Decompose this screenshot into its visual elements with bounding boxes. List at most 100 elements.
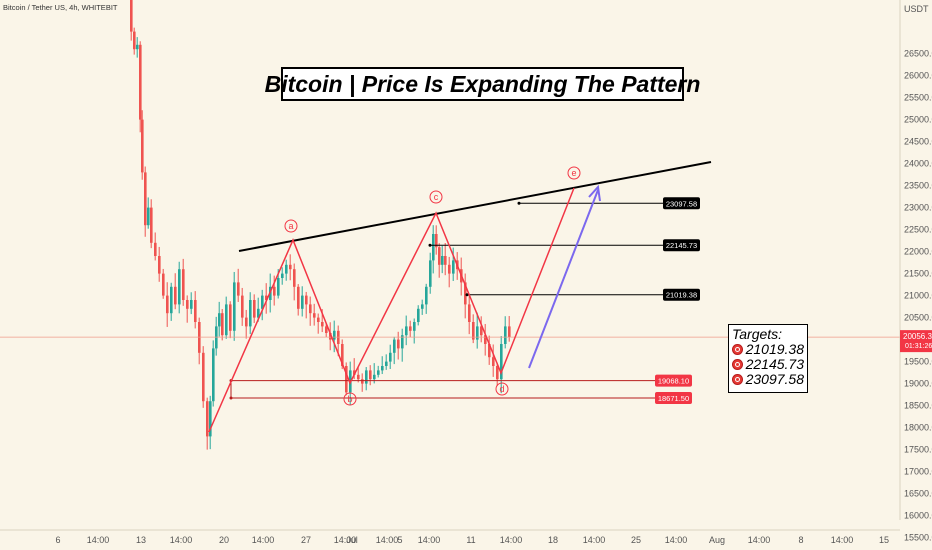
price-tick-label: 16500.00 xyxy=(904,489,932,499)
candle-body xyxy=(265,295,268,300)
candle-body xyxy=(508,326,511,338)
candle-body xyxy=(438,247,441,265)
price-level-badge xyxy=(663,239,700,252)
target-item: 22145.73 xyxy=(732,357,804,372)
wave-label: a xyxy=(288,221,293,231)
symbol-header: Bitcoin / Tether US, 4h, WHITEBIT xyxy=(3,3,118,12)
candle-body xyxy=(273,286,276,296)
time-tick-label: 15 xyxy=(879,535,889,545)
price-level-badge xyxy=(663,288,700,301)
price-tick-label: 26000.00 xyxy=(904,71,932,81)
candle-body xyxy=(476,326,479,340)
time-tick-label: 14:00 xyxy=(748,535,771,545)
time-tick-label: 14:00 xyxy=(170,535,193,545)
candle-body xyxy=(245,317,248,327)
candle-body xyxy=(500,344,503,380)
candle-body xyxy=(504,326,507,344)
time-tick-label: 18 xyxy=(548,535,558,545)
time-tick-label: 20 xyxy=(219,535,229,545)
time-tick-label: 14:00 xyxy=(500,535,523,545)
candle-body xyxy=(241,295,244,318)
candle-body xyxy=(472,322,475,340)
candle-body xyxy=(452,260,455,274)
price-tick-label: 25500.00 xyxy=(904,93,932,103)
target-item: 21019.38 xyxy=(732,342,804,357)
time-tick-label: 14:00 xyxy=(831,535,854,545)
price-level-label: 19068.10 xyxy=(658,377,689,386)
candle-body xyxy=(435,234,438,248)
candle-body xyxy=(409,326,412,331)
time-tick-label: 25 xyxy=(631,535,641,545)
candle-body xyxy=(421,304,424,309)
candle-body xyxy=(369,370,372,380)
price-level-label: 22145.73 xyxy=(666,241,697,250)
projection-arrow-head xyxy=(588,184,601,202)
candle-body xyxy=(389,352,392,362)
price-tick-label: 22500.00 xyxy=(904,225,932,235)
price-tick-label: 21500.00 xyxy=(904,269,932,279)
targets-title: Targets: xyxy=(732,326,783,342)
price-tick-label: 18000.00 xyxy=(904,423,932,433)
time-tick-label: 14:00 xyxy=(334,535,357,545)
candle-body xyxy=(317,317,320,322)
target-icon xyxy=(732,374,743,385)
targets-box: Targets: 21019.38 22145.73 23097.58 xyxy=(728,324,808,393)
price-tick-label: 19500.00 xyxy=(904,357,932,367)
candle-body xyxy=(432,234,435,261)
candle-body xyxy=(277,278,280,296)
candle-body xyxy=(218,313,221,327)
price-level-badge xyxy=(663,197,700,210)
candle-body xyxy=(194,300,197,322)
price-tick-label: 19000.00 xyxy=(904,379,932,389)
candle-body xyxy=(166,295,169,314)
time-tick-label: 13 xyxy=(136,535,146,545)
time-tick-label: 5 xyxy=(397,535,402,545)
candle-body xyxy=(385,361,388,366)
candle-body xyxy=(417,308,420,322)
time-tick-label: 14:00 xyxy=(252,535,275,545)
target-value: 21019.38 xyxy=(745,341,804,357)
price-level-label: 21019.38 xyxy=(666,291,697,300)
time-tick-label: 14:00 xyxy=(665,535,688,545)
price-tick-label: 20500.00 xyxy=(904,313,932,323)
upper-trendline xyxy=(238,161,712,252)
pattern-lines: a b c d e xyxy=(208,161,712,433)
candle-body xyxy=(154,242,157,256)
candle-body xyxy=(150,207,153,243)
price-level-badge xyxy=(655,374,692,387)
candle-body xyxy=(397,339,400,349)
candle-body xyxy=(468,304,471,322)
candle-body xyxy=(212,348,215,402)
wave-label: d xyxy=(499,384,504,394)
candle-body xyxy=(345,366,348,393)
target-item: 23097.58 xyxy=(732,372,804,387)
wave-label: b xyxy=(347,394,352,404)
time-tick-label: 14:00 xyxy=(376,535,399,545)
countdown-label: 01:31:26 xyxy=(905,343,932,350)
wave-label-circle xyxy=(567,166,581,180)
candle-body xyxy=(377,370,380,375)
price-axis: USDT 26500.00 26000.00 25500.00 25000.00 2450… xyxy=(899,0,932,543)
candle-body xyxy=(139,44,142,120)
candle-body xyxy=(429,260,432,287)
candle-body xyxy=(186,300,189,309)
candle-body xyxy=(253,300,256,318)
candle-body xyxy=(281,273,284,278)
candle-body xyxy=(305,295,308,305)
price-level-dot xyxy=(428,243,432,247)
price-tick-label: 26500.00 xyxy=(904,49,932,59)
wave-label-circle xyxy=(495,382,509,396)
candle-body xyxy=(444,256,447,265)
price-tick-label: 23000.00 xyxy=(904,203,932,213)
candle-body xyxy=(190,300,193,309)
price-level-dot xyxy=(517,201,521,205)
candle-body xyxy=(325,326,328,333)
candle-body xyxy=(297,286,300,309)
candle-body xyxy=(147,207,150,226)
candle-body xyxy=(405,326,408,336)
candle-body xyxy=(341,344,344,366)
wave-label-circle xyxy=(429,190,443,204)
